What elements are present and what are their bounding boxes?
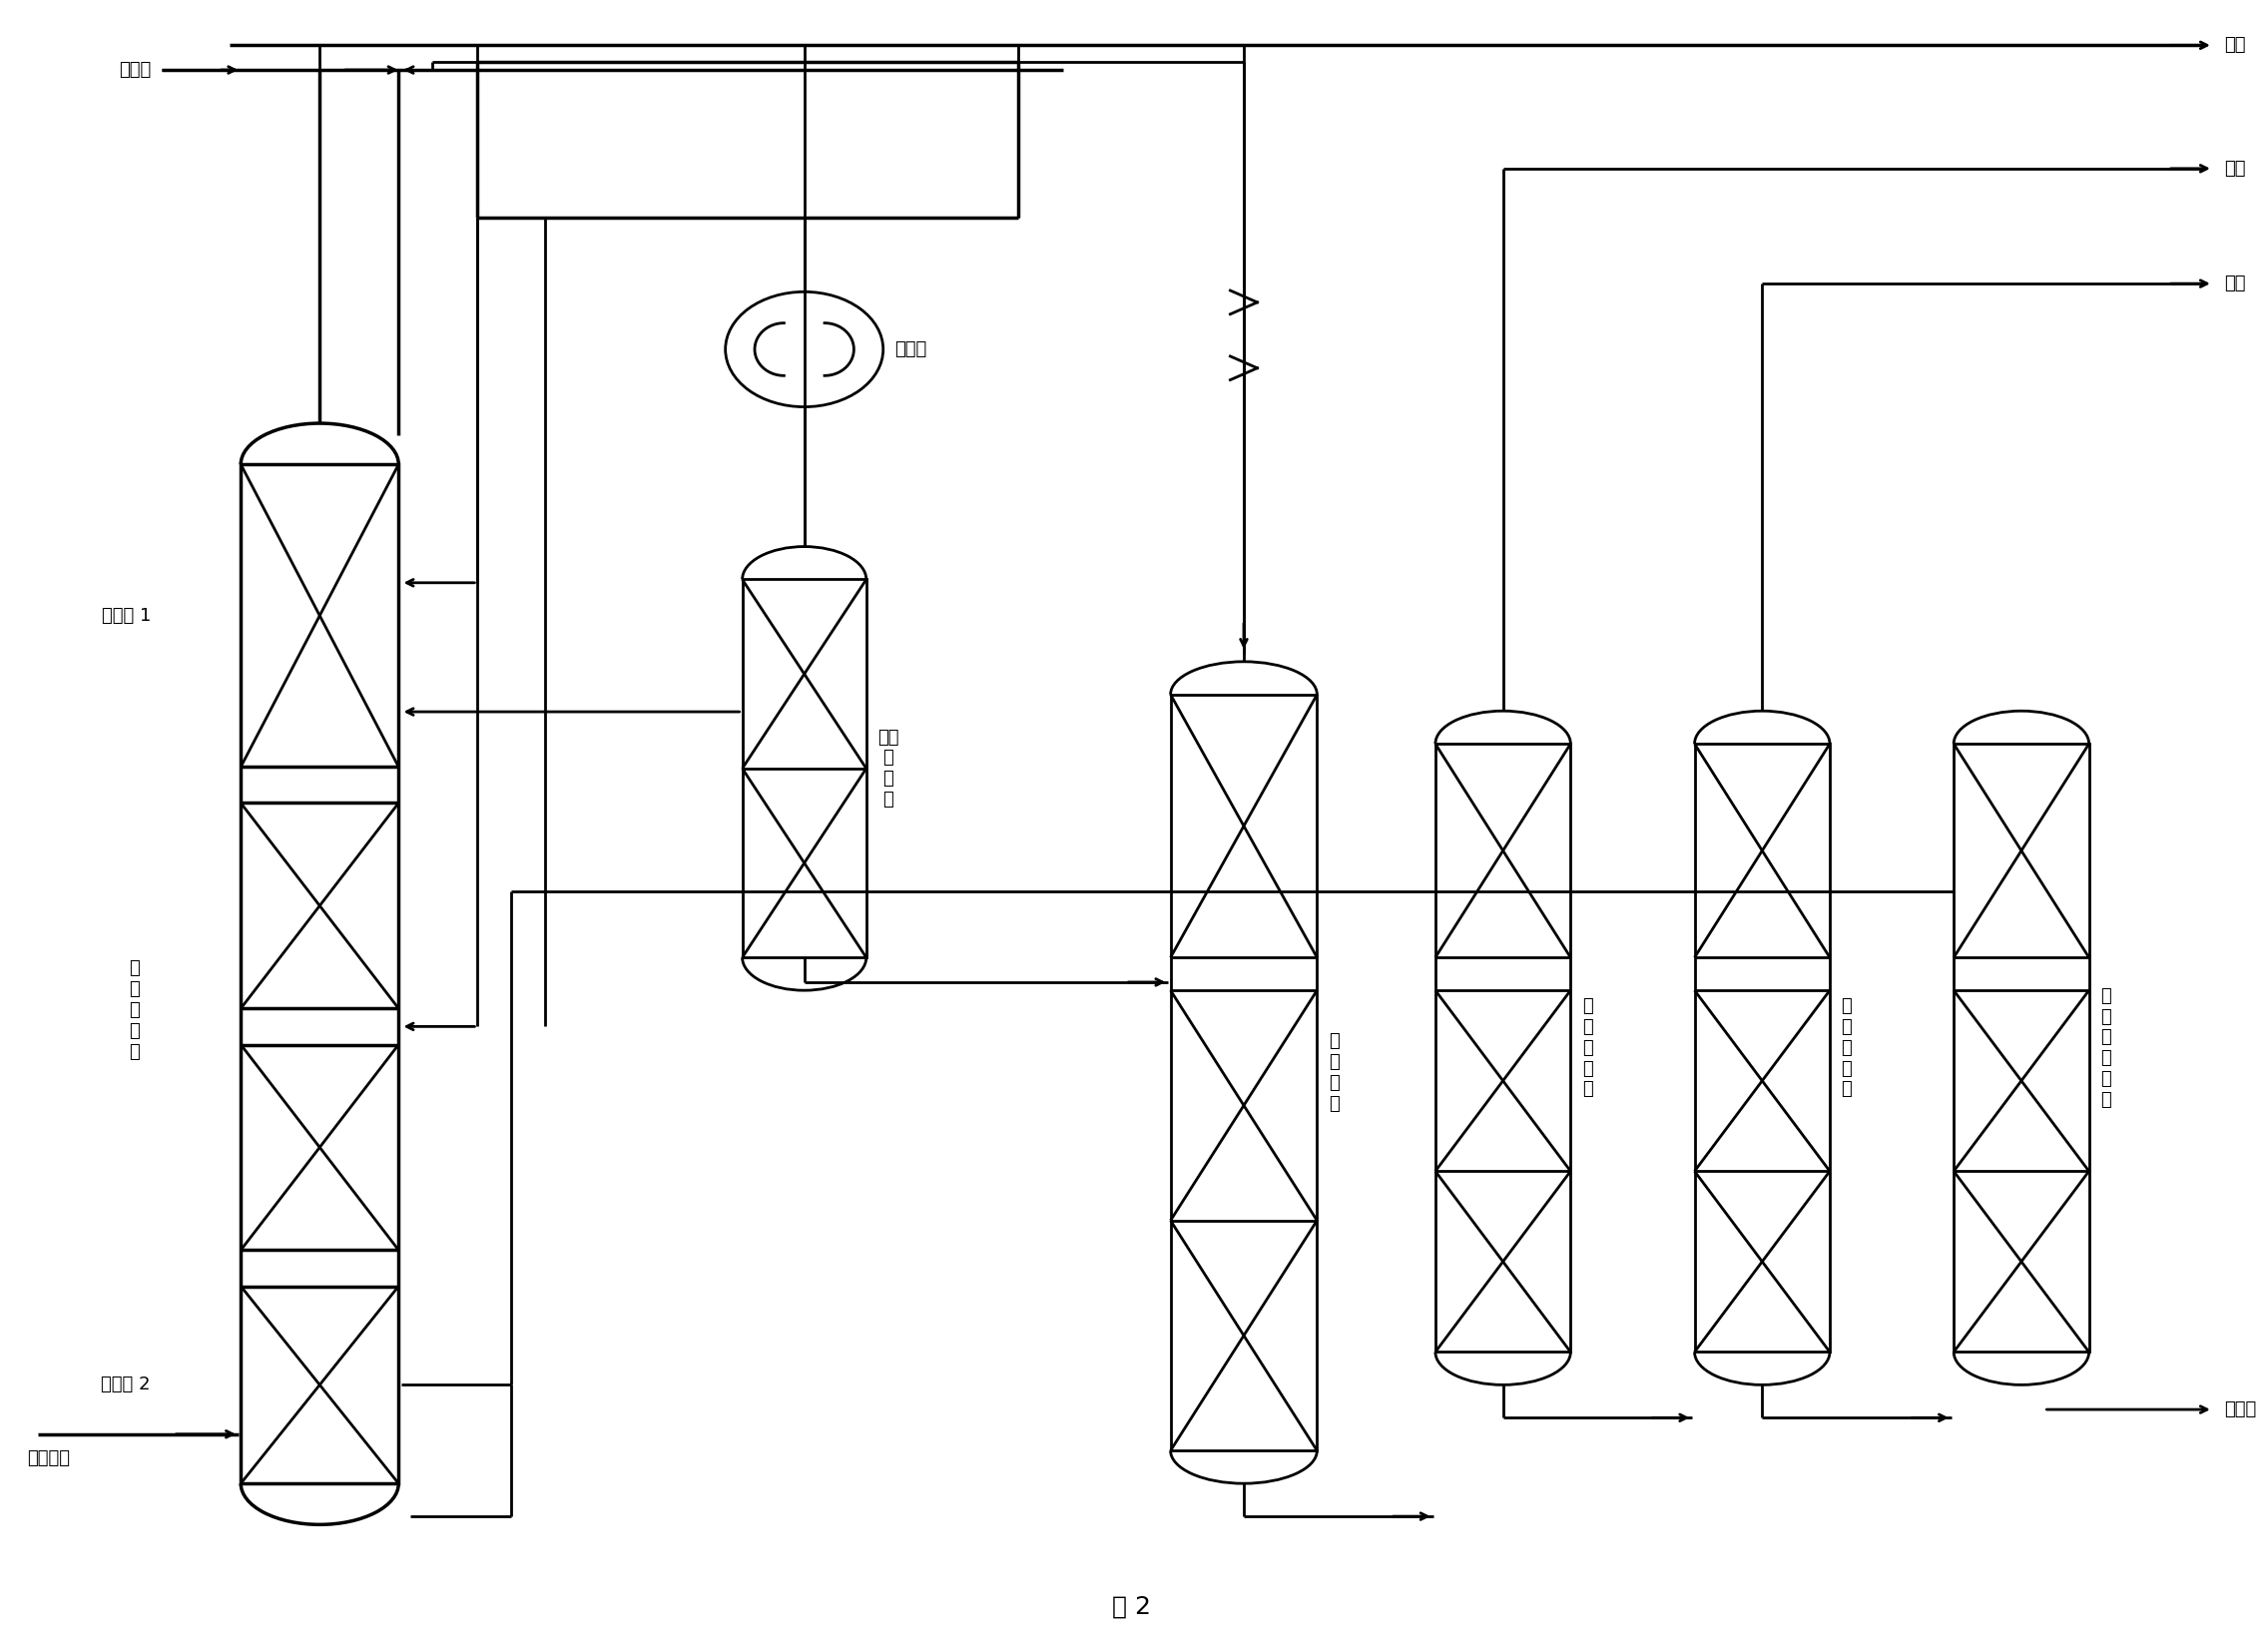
Text: 换热段 1: 换热段 1	[102, 606, 150, 624]
Text: 多
乙
苯
分
馏
塔: 多 乙 苯 分 馏 塔	[2100, 986, 2112, 1108]
Bar	[1953, 743, 2089, 1351]
Text: 苯
分
馏
塔: 苯 分 馏 塔	[1329, 1032, 1338, 1113]
Text: 乙苯: 乙苯	[2225, 160, 2245, 177]
Bar	[240, 464, 399, 1483]
Text: 丙苯: 丙苯	[2225, 274, 2245, 292]
Bar	[1436, 743, 1569, 1351]
Text: 烃
化
反
应
段: 烃 化 反 应 段	[129, 960, 138, 1061]
Bar	[1694, 743, 1830, 1351]
Text: 高沸物: 高沸物	[2225, 1401, 2257, 1419]
Text: 催化干气: 催化干气	[27, 1450, 70, 1467]
Text: 尾气: 尾气	[2225, 36, 2245, 55]
Text: 丙
苯
分
馏
塔: 丙 苯 分 馏 塔	[1842, 998, 1851, 1099]
Bar	[1170, 694, 1318, 1450]
Bar	[742, 580, 866, 958]
Text: 乙
苯
分
馏
塔: 乙 苯 分 馏 塔	[1581, 998, 1592, 1099]
Text: 换热段 2: 换热段 2	[102, 1376, 150, 1394]
Text: 原料苯: 原料苯	[118, 61, 150, 79]
Text: 尾气
吸
收
塔: 尾气 吸 收 塔	[878, 729, 898, 808]
Text: 图 2: 图 2	[1111, 1594, 1150, 1619]
Text: 冷却器: 冷却器	[894, 340, 928, 358]
